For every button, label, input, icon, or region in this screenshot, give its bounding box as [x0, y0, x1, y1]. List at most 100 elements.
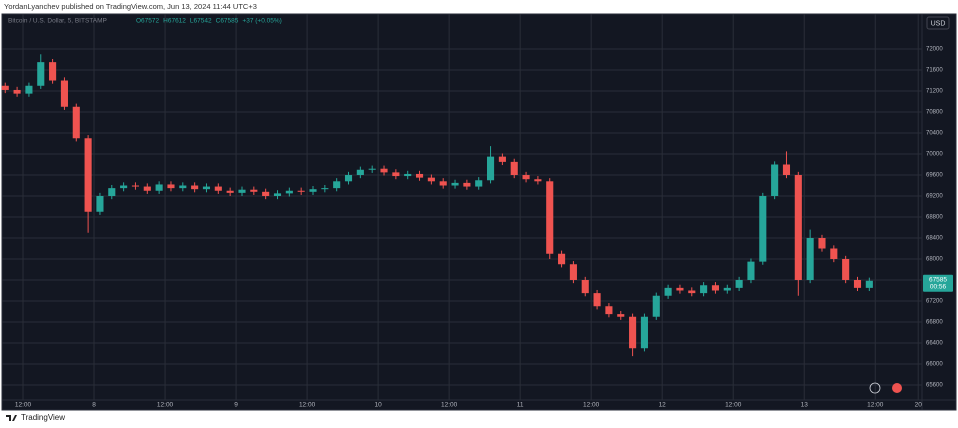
- candle-body: [711, 285, 720, 291]
- candle-body: [664, 287, 672, 296]
- candle-body: [522, 175, 530, 180]
- candle-body: [581, 279, 589, 294]
- candle-body: [546, 181, 554, 254]
- currency-label: USD: [931, 20, 946, 27]
- candle-body: [652, 295, 660, 317]
- candle-body: [510, 161, 518, 176]
- y-tick-label: 68400: [926, 236, 943, 242]
- candle-body: [49, 62, 57, 81]
- candle-body: [96, 196, 104, 212]
- candle-body: [404, 173, 412, 177]
- candle-body: [700, 285, 708, 294]
- candle-body: [155, 184, 163, 191]
- candle-body: [806, 237, 814, 280]
- candle-body: [333, 181, 341, 189]
- candle-body: [794, 175, 802, 280]
- candle-body: [842, 258, 850, 280]
- candle-body: [120, 185, 128, 189]
- candle-body: [131, 185, 140, 187]
- candle-body: [143, 186, 151, 191]
- symbol-title: Bitcoin / U.S. Dollar, 5, BITSTAMP: [8, 18, 107, 25]
- x-tick-label: 13: [801, 402, 809, 409]
- candle-body: [167, 184, 175, 189]
- candle-body: [191, 185, 199, 190]
- x-tick-label: 12: [659, 402, 667, 409]
- ohlc-value: L67542: [190, 18, 212, 25]
- candle-body: [782, 164, 791, 176]
- candle-body: [865, 280, 873, 288]
- candle-body: [37, 62, 45, 86]
- candle-body: [759, 196, 767, 262]
- y-tick-label: 68800: [926, 215, 943, 221]
- candle-body: [368, 168, 376, 170]
- candle-body: [723, 287, 731, 291]
- candle-body: [356, 169, 364, 176]
- icon-bolt[interactable]: [869, 382, 881, 394]
- icon-flag[interactable]: [892, 383, 902, 393]
- candle-body: [735, 279, 743, 288]
- currency-box: [926, 16, 950, 30]
- candle-body: [214, 186, 222, 191]
- grid: [2, 14, 922, 400]
- x-tick-label: 12:00: [441, 402, 458, 409]
- y-tick-label: 72000: [926, 47, 943, 53]
- candle-body: [285, 190, 293, 194]
- publisher-line: YordanLyanchev published on TradingView.…: [4, 2, 257, 11]
- candle-body: [226, 190, 234, 193]
- price-badge-value: 67585: [929, 277, 947, 284]
- y-tick-label: 69200: [926, 194, 943, 200]
- footer: TradingView: [6, 413, 65, 422]
- candle-body: [427, 177, 435, 182]
- candle-body: [640, 316, 648, 349]
- candle-body: [830, 248, 838, 259]
- y-tick-label: 66400: [926, 341, 943, 347]
- x-tick-label: 12:00: [299, 402, 316, 409]
- candle-body: [605, 306, 613, 315]
- candle-body: [617, 314, 625, 317]
- candle-body: [463, 182, 471, 187]
- candle-body: [451, 182, 459, 186]
- x-tick-label: 12:00: [157, 402, 174, 409]
- candle-body: [629, 316, 637, 349]
- candle-body: [392, 172, 400, 177]
- candle-body: [498, 156, 506, 162]
- x-tick-label: 8: [92, 402, 96, 409]
- candle-body: [297, 190, 305, 192]
- ohlc-value: +37 (+0.05%): [242, 18, 281, 25]
- candle-body: [475, 180, 483, 187]
- y-tick-label: 70000: [926, 152, 943, 158]
- x-tick-label: 12:00: [15, 402, 32, 409]
- candle-body: [818, 237, 826, 249]
- candle-body: [415, 173, 424, 178]
- y-tick-label: 65600: [926, 383, 943, 389]
- price-countdown: 00:56: [930, 284, 947, 291]
- y-tick-label: 68000: [926, 257, 943, 263]
- candle-body: [853, 279, 862, 288]
- candle-body: [238, 189, 246, 193]
- y-tick-label: 67200: [926, 299, 943, 305]
- candle-body: [13, 89, 21, 94]
- chart-background: [1, 13, 957, 411]
- candle-body: [344, 175, 353, 182]
- candle-body: [72, 106, 80, 139]
- candle-body: [569, 264, 577, 280]
- x-tick-label: 12:00: [867, 402, 884, 409]
- x-tick-label: 9: [234, 402, 238, 409]
- y-tick-label: 66000: [926, 362, 943, 368]
- candle-body: [558, 253, 566, 265]
- candle-body: [380, 168, 388, 173]
- candle-body: [202, 186, 211, 190]
- candle-body: [771, 164, 779, 197]
- candle-body: [108, 188, 116, 197]
- candle-body: [747, 261, 755, 280]
- x-tick-label: 12:00: [583, 402, 600, 409]
- candle-body: [309, 189, 317, 192]
- candle-body: [273, 193, 282, 197]
- ohlc-value: C67585: [216, 18, 239, 25]
- x-tick-label: 10: [374, 402, 382, 409]
- x-tick-label: 11: [517, 402, 524, 409]
- x-tick-label: 12:00: [725, 402, 742, 409]
- candle-body: [25, 85, 33, 94]
